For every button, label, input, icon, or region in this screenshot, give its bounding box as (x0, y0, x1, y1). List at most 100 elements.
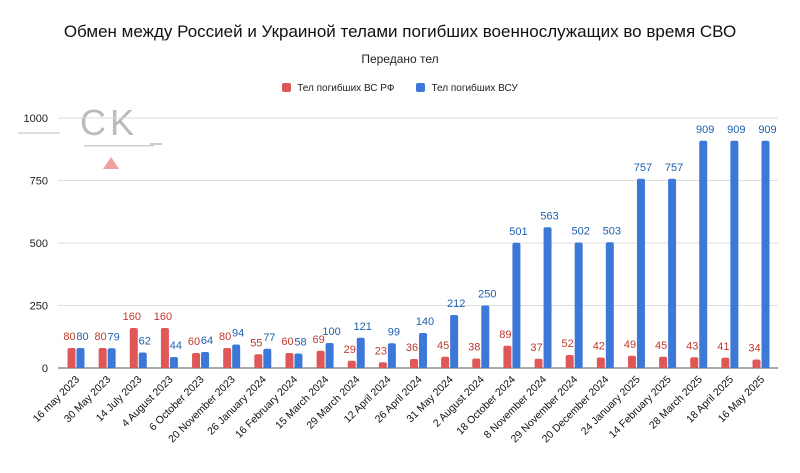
bar-ua (325, 343, 334, 368)
bar-ua (761, 140, 770, 368)
bar-ua (107, 348, 116, 368)
data-label-ua: 44 (170, 340, 182, 352)
legend: Тел погибших ВС РФ Тел погибших ВСУ (0, 83, 800, 94)
data-label-ua: 501 (509, 226, 527, 238)
data-label-ua: 563 (540, 210, 558, 222)
legend-swatch-ua (416, 83, 426, 92)
bar-ru (347, 360, 356, 368)
data-label-ru: 60 (281, 336, 293, 348)
bar-ru (160, 328, 169, 368)
bar-ua (356, 337, 365, 368)
bar-ua (419, 333, 427, 368)
bar-ru (627, 355, 636, 368)
data-label-ua: 757 (665, 162, 683, 174)
data-label-ru: 45 (655, 340, 667, 352)
bar-ua (481, 305, 490, 368)
bar-ua (263, 348, 272, 368)
data-label-ua: 100 (322, 326, 340, 338)
data-label-ru: 34 (748, 343, 760, 355)
bar-ru (690, 357, 699, 368)
bar-ru (721, 357, 730, 368)
data-label-ru: 89 (499, 329, 511, 341)
y-tick-label: 500 (30, 238, 48, 250)
bar-ru (254, 354, 263, 368)
data-label-ru: 80 (95, 331, 107, 343)
data-label-ua: 77 (263, 332, 275, 344)
bar-ua (668, 178, 677, 368)
bar-ua (76, 348, 85, 368)
legend-swatch-ru (282, 83, 292, 92)
legend-item-ua: Тел погибших ВСУ (416, 83, 518, 94)
svg-text:CK: CK (80, 105, 138, 143)
bar-ua (543, 227, 552, 368)
data-label-ru: 36 (406, 342, 418, 354)
data-label-ru: 60 (188, 336, 200, 348)
bar-ru (316, 350, 325, 368)
data-label-ru: 41 (717, 341, 729, 353)
data-label-ru: 160 (154, 311, 172, 323)
data-label-ru: 55 (250, 337, 262, 349)
bar-ru (223, 348, 232, 368)
data-label-ru: 23 (375, 345, 387, 357)
bar-ru (441, 356, 450, 368)
bar-ua (138, 352, 147, 368)
ck-logo: CK (18, 105, 168, 175)
data-label-ru: 29 (344, 344, 356, 356)
data-label-ua: 212 (447, 298, 465, 310)
data-label-ua: 503 (603, 225, 621, 237)
ck-logo-graphic: CK (18, 105, 162, 169)
data-label-ru: 80 (219, 331, 231, 343)
bar-ru (378, 362, 387, 368)
bar-ru (596, 357, 605, 368)
data-label-ru: 80 (63, 331, 75, 343)
y-tick-label: 0 (42, 363, 48, 375)
data-label-ru: 38 (468, 342, 480, 354)
bar-ua (730, 140, 739, 368)
data-label-ua: 909 (758, 124, 776, 136)
bar-ua (201, 352, 210, 368)
data-label-ru: 160 (123, 311, 141, 323)
data-label-ua: 140 (416, 316, 434, 328)
data-label-ua: 909 (727, 124, 745, 136)
data-label-ua: 502 (572, 226, 590, 238)
y-tick-label: 250 (30, 301, 48, 313)
bar-ru (192, 353, 201, 368)
data-label-ua: 79 (108, 331, 120, 343)
y-tick-label: 1000 (24, 113, 48, 125)
bar-ru (67, 348, 76, 368)
bar-ua (605, 242, 614, 368)
bar-ru (129, 328, 138, 368)
bar-ua (232, 344, 241, 368)
data-label-ua: 121 (354, 321, 372, 333)
data-label-ru: 49 (624, 339, 636, 351)
bar-ru (98, 348, 107, 368)
legend-label-ru: Тел погибших ВС РФ (297, 83, 395, 94)
bar-ua (169, 357, 178, 368)
bar-ua (387, 343, 396, 368)
legend-item-ru: Тел погибших ВС РФ (282, 83, 394, 94)
bar-ua (699, 140, 708, 368)
data-label-ua: 80 (76, 331, 88, 343)
y-tick-label: 750 (30, 176, 48, 188)
chart-title: Обмен между Россией и Украиной телами по… (63, 22, 737, 41)
bar-ru (472, 358, 481, 368)
data-label-ru: 52 (562, 338, 574, 350)
bar-ru (285, 353, 294, 368)
bar-ru (503, 345, 512, 368)
data-label-ua: 757 (634, 162, 652, 174)
bar-ru (534, 358, 543, 368)
data-label-ua: 58 (294, 337, 306, 349)
data-label-ua: 94 (232, 328, 244, 340)
data-label-ru: 42 (593, 341, 605, 353)
data-label-ua: 250 (478, 289, 496, 301)
legend-label-ua: Тел погибших ВСУ (431, 83, 518, 94)
chart-subtitle: Передано тел (361, 52, 439, 66)
bar-ua (450, 315, 459, 368)
data-label-ua: 99 (388, 326, 400, 338)
data-label-ru: 43 (686, 340, 698, 352)
bar-ru (410, 359, 418, 368)
data-label-ua: 909 (696, 124, 714, 136)
x-tick-label: 6 October 2023 (147, 374, 207, 434)
